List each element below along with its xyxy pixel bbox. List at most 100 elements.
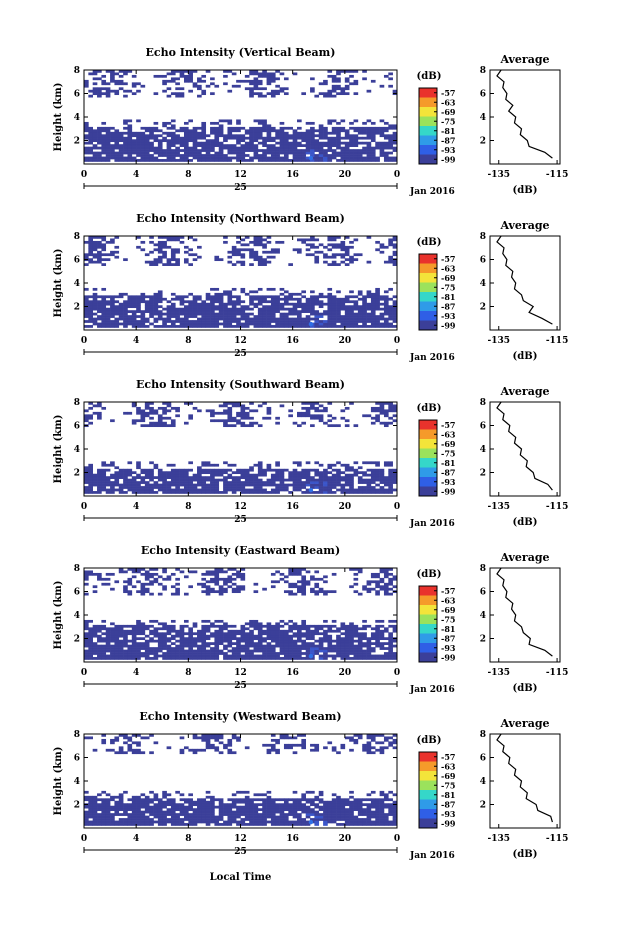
heatmap-cell [344, 245, 350, 249]
heatmap-cell [370, 136, 376, 140]
heatmap-cell [162, 79, 167, 83]
heatmap-cell [166, 808, 172, 811]
heatmap-cell [327, 156, 333, 160]
heatmap-cell [240, 79, 246, 83]
heatmap-cell [283, 87, 289, 91]
heatmap-cell [97, 307, 102, 311]
heatmap-cell [266, 300, 272, 304]
heatmap-cell [366, 325, 372, 328]
heatmap-cell [210, 297, 215, 301]
heatmap-cell [149, 307, 154, 311]
heatmap-cell [92, 139, 98, 143]
heatmap-cell [188, 151, 193, 155]
heatmap-cell [262, 416, 267, 420]
heatmap-cell [262, 657, 267, 660]
heatmap-cell [244, 642, 250, 645]
heatmap-cell [223, 587, 228, 591]
heatmap-cell [210, 322, 215, 326]
heatmap-cell [375, 483, 380, 487]
heatmap-cell [136, 322, 141, 326]
heatmap-cell [227, 121, 233, 125]
heatmap-cell [131, 632, 137, 636]
heatmap-cell [375, 315, 380, 318]
heatmap-cell [188, 483, 193, 487]
heatmap-cell [144, 411, 150, 415]
heatmap-cell [131, 476, 137, 479]
heatmap-cell [379, 568, 385, 571]
heatmap-cell [218, 129, 224, 133]
heatmap-cell [110, 325, 115, 328]
heatmap-cell [375, 637, 380, 641]
heatmap-cell [223, 312, 228, 316]
heatmap-cell [297, 481, 302, 484]
heatmap-cell [110, 795, 115, 799]
heatmap-cell [97, 468, 102, 472]
heatmap-cell [244, 644, 250, 648]
heatmap-cell [340, 159, 346, 162]
heatmap-cell [166, 131, 172, 135]
heatmap-cell [88, 72, 93, 76]
heatmap-cell [170, 798, 176, 802]
heatmap-cell [357, 488, 363, 492]
heatmap-cell [149, 805, 154, 809]
heatmap-cell [379, 141, 385, 145]
heatmap-cell [197, 481, 202, 484]
heatmap-cell [379, 634, 385, 638]
heatmap-cell [110, 634, 115, 638]
heatmap-cell [257, 131, 263, 135]
heatmap-cell [340, 657, 346, 660]
heatmap-cell [197, 141, 202, 145]
heatmap-cell [110, 644, 115, 648]
heatmap-cell [301, 627, 307, 631]
heatmap-cell [84, 473, 89, 477]
heatmap-cell [301, 302, 307, 306]
heatmap-cell [123, 89, 128, 93]
heatmap-cell [201, 317, 207, 321]
heatmap-cell [253, 144, 259, 147]
heatmap-cell [175, 639, 180, 643]
heatmap-cell [188, 657, 193, 660]
heatmap-cell [84, 84, 89, 88]
heatmap-cell [244, 87, 250, 91]
heatmap-cell [197, 634, 202, 638]
heatmap-cell [340, 476, 346, 479]
heatmap-cell [227, 131, 233, 135]
heatmap-cell [188, 491, 193, 494]
heatmap-cell [379, 131, 385, 135]
y-axis-label: Height (km) [53, 83, 64, 152]
heatmap-cell [236, 310, 241, 313]
heatmap-cell [157, 310, 163, 313]
heatmap-cell [218, 126, 224, 130]
heatmap-cell [375, 240, 380, 244]
heatmap-cell [231, 587, 237, 591]
heatmap-cell [305, 159, 311, 162]
heatmap-cell [283, 92, 289, 96]
heatmap-cell [188, 486, 193, 489]
heatmap-cell [205, 478, 211, 482]
heatmap-cell [188, 159, 193, 162]
heatmap-cell [249, 263, 254, 266]
heatmap-cell [192, 736, 198, 740]
heatmap-cell [262, 644, 267, 648]
heatmap-cell [153, 463, 159, 467]
heatmap-cell [97, 139, 102, 143]
heatmap-cell [223, 146, 228, 150]
heatmap-cell [270, 126, 276, 130]
heatmap-cell [118, 795, 124, 799]
heatmap-cell [127, 813, 133, 816]
heatmap-cell [84, 468, 89, 472]
heatmap-cell [370, 295, 376, 299]
heatmap-cell [314, 414, 320, 418]
heatmap-cell [240, 585, 246, 589]
heatmap-cell [175, 823, 180, 826]
heatmap-cell [236, 322, 241, 326]
heatmap-cell [383, 295, 389, 299]
heatmap-cell [175, 488, 180, 492]
heatmap-cell [240, 151, 246, 155]
heatmap-cell [153, 297, 159, 301]
heatmap-cell [118, 136, 124, 140]
heatmap-cell [197, 144, 202, 147]
heatmap-cell [331, 572, 337, 576]
heatmap-cell [257, 258, 263, 262]
heatmap-cell [275, 622, 280, 626]
